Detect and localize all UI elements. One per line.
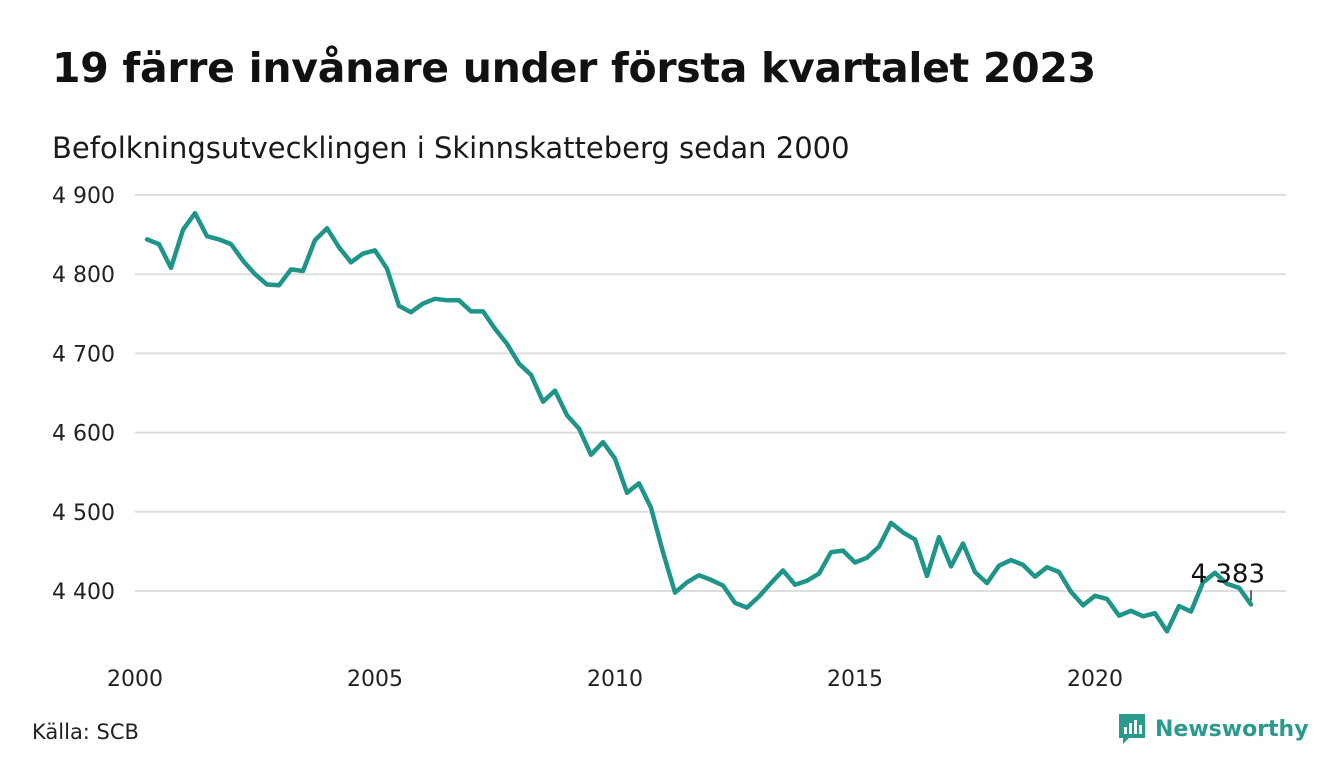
end-annotation: 4 383 bbox=[1191, 559, 1265, 601]
y-tick-label: 4 500 bbox=[52, 501, 115, 526]
x-tick-label: 2000 bbox=[107, 667, 163, 692]
brand-logo[interactable]: Newsworthy bbox=[1117, 712, 1309, 746]
x-tick-label: 2020 bbox=[1067, 667, 1123, 692]
brand-name: Newsworthy bbox=[1155, 716, 1309, 742]
y-tick-label: 4 600 bbox=[52, 422, 115, 447]
x-tick-label: 2005 bbox=[347, 667, 403, 692]
series-layer bbox=[144, 210, 1254, 634]
x-tick-label: 2015 bbox=[827, 667, 883, 692]
grid-lines bbox=[135, 194, 1286, 592]
series-line bbox=[144, 210, 1254, 634]
newsworthy-icon bbox=[1119, 714, 1145, 744]
y-tick-label: 4 900 bbox=[52, 184, 115, 209]
end-value-label: 4 383 bbox=[1191, 559, 1265, 589]
x-axis-tick-labels: 2000 2005 2010 2015 2020 bbox=[107, 667, 1123, 692]
chart-subtitle: Befolkningsutvecklingen i Skinnskatteber… bbox=[52, 131, 850, 165]
y-tick-label: 4 400 bbox=[52, 580, 115, 605]
y-tick-label: 4 700 bbox=[52, 342, 115, 367]
y-tick-label: 4 800 bbox=[52, 263, 115, 288]
chart-title: 19 färre invånare under första kvartalet… bbox=[52, 44, 1096, 92]
y-axis-tick-labels: 4 400 4 500 4 600 4 700 4 800 4 900 bbox=[52, 184, 115, 605]
source-label: Källa: SCB bbox=[32, 720, 139, 744]
x-tick-label: 2010 bbox=[587, 667, 643, 692]
